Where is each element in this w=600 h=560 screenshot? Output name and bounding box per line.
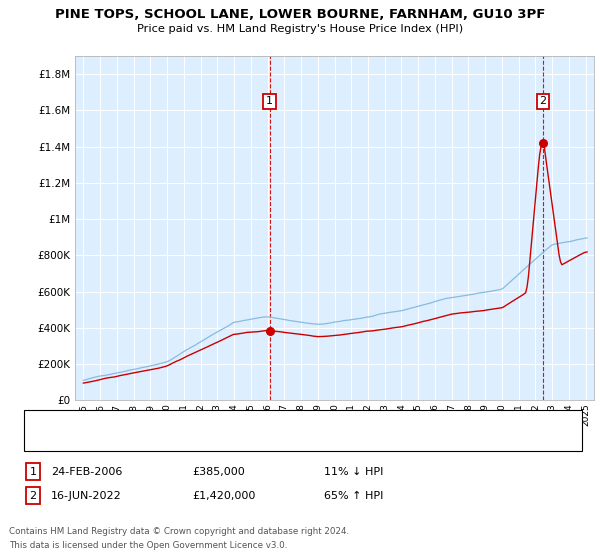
Text: 24-FEB-2006: 24-FEB-2006 [51, 466, 122, 477]
Text: 65% ↑ HPI: 65% ↑ HPI [324, 491, 383, 501]
Text: £385,000: £385,000 [192, 466, 245, 477]
Text: 2: 2 [539, 96, 547, 106]
Text: 11% ↓ HPI: 11% ↓ HPI [324, 466, 383, 477]
Text: £1,420,000: £1,420,000 [192, 491, 256, 501]
Text: 1: 1 [266, 96, 273, 106]
Text: —: — [36, 408, 52, 423]
Text: 1: 1 [29, 466, 37, 477]
Text: PINE TOPS, SCHOOL LANE, LOWER BOURNE, FARNHAM, GU10 3PF: PINE TOPS, SCHOOL LANE, LOWER BOURNE, FA… [55, 8, 545, 21]
Text: PINE TOPS, SCHOOL LANE, LOWER BOURNE, FARNHAM, GU10 3PF (detached house): PINE TOPS, SCHOOL LANE, LOWER BOURNE, FA… [69, 410, 481, 420]
Text: Contains HM Land Registry data © Crown copyright and database right 2024.: Contains HM Land Registry data © Crown c… [9, 528, 349, 536]
Text: 16-JUN-2022: 16-JUN-2022 [51, 491, 122, 501]
Text: —: — [33, 408, 48, 423]
Text: This data is licensed under the Open Government Licence v3.0.: This data is licensed under the Open Gov… [9, 541, 287, 550]
Text: 2: 2 [29, 491, 37, 501]
Text: HPI: Average price, detached house, Waverley: HPI: Average price, detached house, Wave… [69, 432, 295, 442]
Text: Price paid vs. HM Land Registry's House Price Index (HPI): Price paid vs. HM Land Registry's House … [137, 24, 463, 34]
